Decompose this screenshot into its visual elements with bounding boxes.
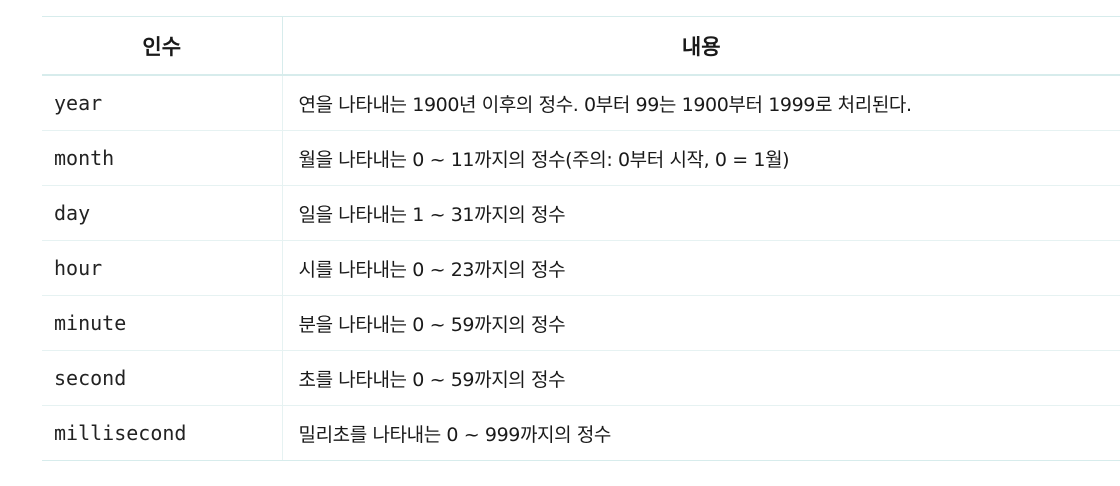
table-row: year 연을 나타내는 1900년 이후의 정수. 0부터 99는 1900부… — [42, 75, 1120, 131]
argument-description: 월을 나타내는 0 ~ 11까지의 정수(주의: 0부터 시작, 0 = 1월) — [282, 130, 1120, 186]
table-row: month 월을 나타내는 0 ~ 11까지의 정수(주의: 0부터 시작, 0… — [42, 130, 1120, 186]
arguments-table-container: 인수 내용 year 연을 나타내는 1900년 이후의 정수. 0부터 99는… — [42, 16, 1120, 461]
argument-name: millisecond — [42, 405, 283, 461]
argument-name: year — [42, 75, 283, 131]
table-row: second 초를 나타내는 0 ~ 59까지의 정수 — [42, 350, 1120, 406]
arguments-table: 인수 내용 year 연을 나타내는 1900년 이후의 정수. 0부터 99는… — [42, 16, 1120, 461]
header-description: 내용 — [282, 16, 1120, 76]
argument-name: hour — [42, 240, 283, 296]
argument-name: day — [42, 185, 283, 241]
argument-description: 연을 나타내는 1900년 이후의 정수. 0부터 99는 1900부터 199… — [282, 75, 1120, 131]
header-row: 인수 내용 — [42, 16, 1120, 76]
argument-description: 시를 나타내는 0 ~ 23까지의 정수 — [282, 240, 1120, 296]
argument-description: 일을 나타내는 1 ~ 31까지의 정수 — [282, 185, 1120, 241]
table-header: 인수 내용 — [42, 16, 1120, 76]
argument-description: 밀리초를 나타내는 0 ~ 999까지의 정수 — [282, 405, 1120, 461]
argument-description: 분을 나타내는 0 ~ 59까지의 정수 — [282, 295, 1120, 351]
argument-name: second — [42, 350, 283, 406]
table-row: hour 시를 나타내는 0 ~ 23까지의 정수 — [42, 240, 1120, 296]
table-row: millisecond 밀리초를 나타내는 0 ~ 999까지의 정수 — [42, 405, 1120, 461]
header-argument: 인수 — [42, 16, 283, 76]
table-row: day 일을 나타내는 1 ~ 31까지의 정수 — [42, 185, 1120, 241]
table-row: minute 분을 나타내는 0 ~ 59까지의 정수 — [42, 295, 1120, 351]
argument-name: month — [42, 130, 283, 186]
argument-name: minute — [42, 295, 283, 351]
table-body: year 연을 나타내는 1900년 이후의 정수. 0부터 99는 1900부… — [42, 75, 1120, 461]
argument-description: 초를 나타내는 0 ~ 59까지의 정수 — [282, 350, 1120, 406]
